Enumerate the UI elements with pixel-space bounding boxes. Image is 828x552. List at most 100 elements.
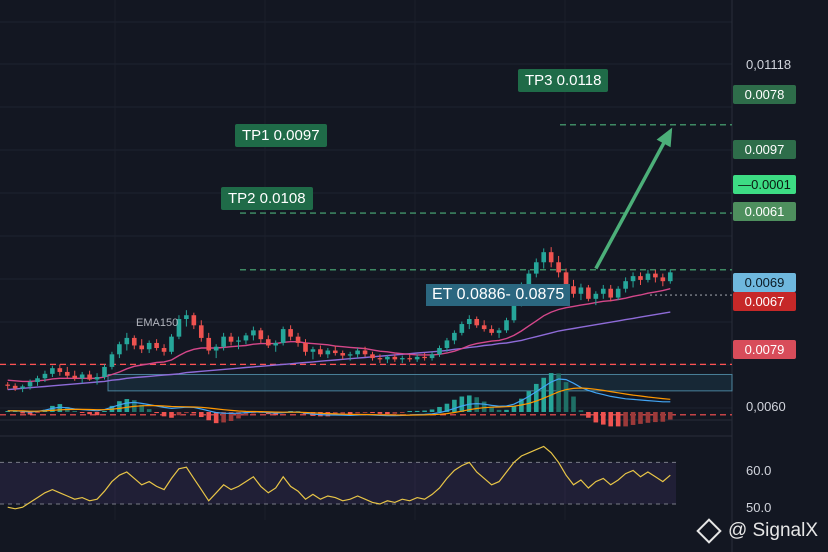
candle <box>347 351 353 361</box>
macd-histogram-bar <box>154 412 159 414</box>
macd-axis-value: 0,0060 <box>746 399 786 414</box>
macd-histogram-bar <box>191 412 197 414</box>
candle <box>459 321 465 336</box>
macd-histogram-bar <box>541 377 547 412</box>
macd-histogram-bar <box>20 412 25 414</box>
candle-body <box>20 386 25 389</box>
macd-histogram-bar <box>340 412 346 415</box>
candle <box>504 317 509 333</box>
candle-body <box>407 358 413 360</box>
candle-body <box>466 319 472 325</box>
ema150-line <box>7 311 671 391</box>
candle <box>124 332 130 351</box>
macd-histogram-bar <box>593 412 599 423</box>
candle-body <box>429 354 435 359</box>
candle <box>295 332 301 347</box>
candle <box>184 310 189 327</box>
candle-body <box>660 277 666 282</box>
rsi-tick-60: 60.0 <box>746 463 772 478</box>
macd-histogram-bar <box>5 411 11 412</box>
candle-body <box>347 354 353 356</box>
candle-body <box>288 329 293 337</box>
candle-body <box>258 330 264 340</box>
rsi-line <box>7 445 671 510</box>
candle-body <box>667 272 673 282</box>
macd-signal-line <box>7 387 671 416</box>
macd-histogram-bar <box>184 412 189 414</box>
macd-histogram-bar <box>377 412 383 414</box>
candle-body <box>161 348 167 352</box>
price-tag-current: —0.0001 <box>733 175 796 194</box>
candle-body <box>608 288 614 298</box>
candle-body <box>474 319 480 326</box>
candle <box>496 327 502 338</box>
candle <box>600 284 606 299</box>
candle-body <box>600 288 606 294</box>
candle <box>615 286 621 301</box>
candle-body <box>102 366 107 377</box>
candle <box>392 354 398 362</box>
candle-body <box>213 346 219 351</box>
candle <box>414 354 420 362</box>
macd-histogram-bar <box>362 412 368 413</box>
candle-body <box>332 350 338 354</box>
candle <box>310 346 316 360</box>
macd-histogram-bar <box>615 412 621 427</box>
candle <box>206 332 212 355</box>
candle-body <box>481 325 487 330</box>
macd-histogram-bar <box>407 411 413 412</box>
macd-histogram-bar <box>414 410 420 412</box>
candle-body <box>79 374 85 379</box>
macd-histogram-bar <box>452 399 457 412</box>
macd-histogram-bar <box>638 412 643 424</box>
candle <box>273 340 279 352</box>
candle-body <box>414 356 420 360</box>
price-tag-entry: 0.0069 <box>733 273 796 292</box>
candle-body <box>94 377 100 380</box>
candle-body <box>206 337 212 351</box>
macd-histogram-bar <box>600 412 606 425</box>
candle-body <box>146 342 152 350</box>
candle <box>586 284 591 302</box>
grid <box>0 0 733 552</box>
macd-histogram-bar <box>578 410 584 412</box>
target-arrow <box>594 127 673 270</box>
price-tag-stop2: 0.0079 <box>733 340 796 359</box>
candle <box>169 334 174 355</box>
candle <box>332 345 338 356</box>
candle-body <box>273 342 279 346</box>
macd-histogram-bar <box>571 396 576 412</box>
candle-body <box>370 354 375 359</box>
candle <box>325 348 331 359</box>
candle-body <box>399 358 405 360</box>
macd-histogram-bar <box>370 412 375 414</box>
candle <box>213 344 219 359</box>
macd-histogram-bar <box>385 412 390 415</box>
candle-body <box>42 373 48 379</box>
tp2-label[interactable]: TP2 0.0108 <box>221 187 313 210</box>
candle <box>444 337 450 352</box>
candle-body <box>325 350 331 355</box>
entry-label[interactable]: ET 0.0886- 0.0875 <box>426 284 571 306</box>
candle-body <box>280 329 286 343</box>
macd-histogram-bar <box>72 410 78 412</box>
candle <box>541 248 547 269</box>
macd-histogram-bar <box>79 412 85 413</box>
candles <box>5 247 673 393</box>
macd-histogram-bar <box>295 411 301 412</box>
candle-body <box>72 375 78 379</box>
candle-body <box>533 262 539 274</box>
candle <box>228 332 234 346</box>
candle-body <box>251 330 256 336</box>
tp1-label[interactable]: TP1 0.0097 <box>235 124 327 147</box>
candle-body <box>355 350 360 355</box>
candle-body <box>615 288 621 298</box>
candle <box>191 312 197 330</box>
candle <box>489 325 494 336</box>
candle-body <box>109 354 115 367</box>
candle <box>578 283 584 301</box>
candle-body <box>27 382 33 387</box>
tp3-label[interactable]: TP3 0.0118 <box>518 69 609 92</box>
candle <box>630 272 636 288</box>
macd-histogram-bar <box>139 404 145 412</box>
